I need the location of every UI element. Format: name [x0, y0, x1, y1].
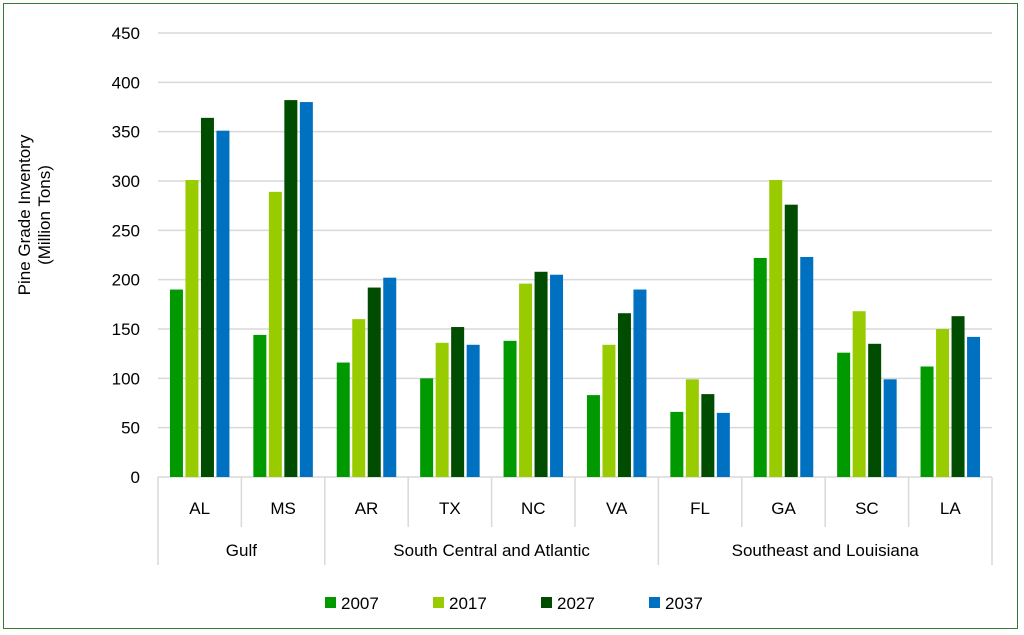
bar-SC-2017 [852, 311, 866, 477]
bar-AR-2027 [367, 287, 381, 477]
bar-LA-2017 [936, 329, 950, 477]
bar-VA-2037 [633, 289, 647, 477]
bar-SC-2027 [868, 343, 882, 477]
legend-swatch-2017 [433, 597, 444, 608]
group-label: Southeast and Louisiana [732, 541, 920, 560]
bar-AL-2017 [185, 180, 199, 477]
x-tick-label: SC [855, 499, 879, 518]
bar-SC-2037 [883, 379, 897, 477]
legend-label: 2027 [557, 594, 595, 613]
x-tick-label: GA [771, 499, 796, 518]
bar-AL-2007 [169, 289, 183, 477]
bar-FL-2007 [670, 411, 684, 477]
bar-TX-2027 [451, 327, 465, 477]
bar-AR-2017 [352, 319, 366, 477]
legend-swatch-2027 [541, 597, 552, 608]
y-tick-label: 0 [131, 468, 140, 487]
bar-MS-2007 [253, 334, 267, 477]
legend-label: 2007 [341, 594, 379, 613]
y-tick-label: 200 [112, 271, 140, 290]
y-tick-label: 50 [121, 419, 140, 438]
x-tick-label: LA [940, 499, 961, 518]
y-tick-label: 350 [112, 123, 140, 142]
bar-TX-2017 [435, 342, 449, 477]
y-axis-title: Pine Grade Inventory [15, 134, 34, 295]
bar-LA-2037 [967, 336, 981, 477]
group-label: South Central and Atlantic [393, 541, 590, 560]
bar-FL-2037 [716, 412, 730, 477]
bar-NC-2027 [534, 271, 548, 477]
bar-TX-2007 [420, 378, 434, 477]
y-tick-label: 450 [112, 24, 140, 43]
legend-swatch-2037 [649, 597, 660, 608]
bar-GA-2027 [784, 204, 798, 477]
bar-VA-2007 [586, 395, 600, 477]
x-tick-label: NC [521, 499, 546, 518]
x-tick-label: TX [439, 499, 461, 518]
bar-MS-2027 [284, 100, 298, 478]
bar-AR-2007 [336, 362, 350, 477]
bar-NC-2007 [503, 340, 517, 477]
x-tick-label: MS [270, 499, 296, 518]
bar-VA-2017 [602, 344, 616, 477]
x-tick-label: AL [189, 499, 210, 518]
y-tick-label: 100 [112, 369, 140, 388]
bar-MS-2017 [268, 191, 282, 477]
x-tick-label: AR [355, 499, 379, 518]
bar-LA-2027 [951, 316, 965, 477]
bar-NC-2037 [550, 274, 564, 477]
bar-LA-2007 [920, 366, 934, 477]
x-tick-label: FL [690, 499, 710, 518]
bar-FL-2017 [685, 379, 699, 477]
y-tick-label: 150 [112, 320, 140, 339]
bar-FL-2027 [701, 394, 715, 477]
bar-NC-2017 [519, 283, 533, 477]
bar-AL-2037 [216, 130, 230, 477]
legend-swatch-2007 [325, 597, 336, 608]
y-axis-title: (Million Tons) [35, 165, 54, 265]
bar-GA-2007 [753, 257, 767, 477]
group-label: Gulf [226, 541, 257, 560]
bar-GA-2017 [769, 180, 783, 477]
legend-label: 2037 [665, 594, 703, 613]
x-tick-label: VA [606, 499, 628, 518]
bar-MS-2037 [299, 102, 313, 478]
bar-GA-2037 [800, 256, 814, 477]
y-tick-label: 400 [112, 73, 140, 92]
bar-AR-2037 [383, 277, 397, 477]
chart-frame [3, 3, 1018, 629]
y-tick-label: 250 [112, 221, 140, 240]
bar-TX-2037 [466, 344, 480, 477]
legend-label: 2017 [449, 594, 487, 613]
bar-VA-2027 [617, 313, 631, 477]
bar-AL-2027 [200, 117, 214, 477]
bar-SC-2007 [837, 352, 851, 477]
y-tick-label: 300 [112, 172, 140, 191]
